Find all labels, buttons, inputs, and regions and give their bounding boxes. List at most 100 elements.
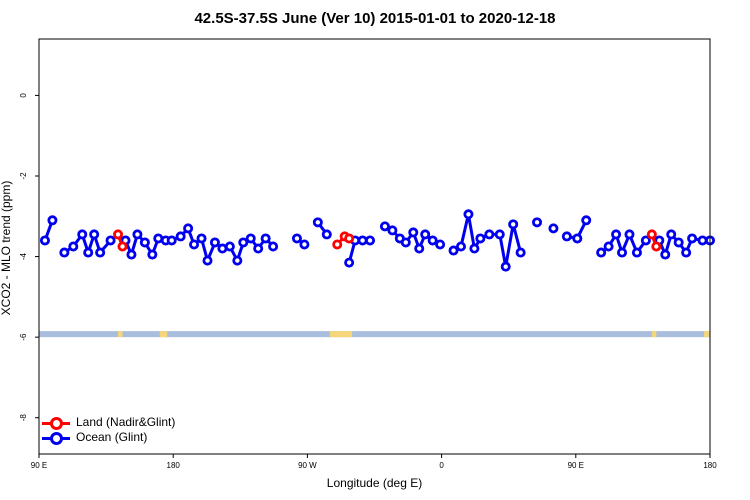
data-point <box>224 241 235 252</box>
series-land <box>113 229 662 252</box>
x-tick-label: 90 E <box>31 461 47 470</box>
data-point <box>408 227 419 238</box>
data-point <box>427 235 438 246</box>
data-point <box>508 219 519 230</box>
data-point <box>617 247 628 258</box>
data-point <box>260 233 271 244</box>
data-point <box>253 243 264 254</box>
surface-band-land-4 <box>704 331 710 338</box>
data-point <box>611 229 622 240</box>
data-point <box>624 229 635 240</box>
surface-band-land-3 <box>651 331 657 338</box>
data-point <box>414 243 425 254</box>
data-point <box>500 261 511 272</box>
data-point <box>494 229 505 240</box>
data-point <box>666 229 677 240</box>
data-point <box>202 255 213 266</box>
data-point <box>469 243 480 254</box>
data-point <box>673 237 684 248</box>
legend-item-land: Land (Nadir&Glint) <box>42 415 175 430</box>
data-point <box>463 209 474 220</box>
data-point <box>475 233 486 244</box>
plot-frame <box>38 38 711 455</box>
data-point <box>126 249 137 260</box>
legend-swatch-land <box>42 417 70 430</box>
data-point <box>532 217 543 228</box>
surface-band-land-0 <box>118 331 123 338</box>
data-point <box>59 247 70 258</box>
data-point <box>105 235 116 246</box>
surface-band-water <box>39 331 710 338</box>
data-point <box>646 229 657 240</box>
data-point <box>581 215 592 226</box>
data-point <box>455 241 466 252</box>
data-point <box>344 233 355 244</box>
x-tick-label: 180 <box>703 461 717 470</box>
series-layer <box>39 209 716 272</box>
data-point <box>147 249 158 260</box>
data-point <box>139 237 150 248</box>
y-tick-label: 0 <box>19 93 28 98</box>
data-point <box>299 239 310 250</box>
data-point <box>603 241 614 252</box>
data-point <box>83 247 94 258</box>
y-tick-label: -4 <box>19 252 28 260</box>
data-point <box>166 235 177 246</box>
surface-band <box>39 331 710 338</box>
data-point <box>484 229 495 240</box>
data-point <box>420 229 431 240</box>
x-tick-label: 90 E <box>568 461 584 470</box>
data-point <box>312 217 323 228</box>
data-point <box>68 241 79 252</box>
surface-band-land-2 <box>329 331 353 338</box>
data-point <box>196 233 207 244</box>
y-axis: 0 -2 -4 -6 -8 <box>19 93 39 422</box>
x-tick-label: 90 W <box>298 461 317 470</box>
data-point <box>687 233 698 244</box>
legend-swatch-ocean <box>42 432 70 445</box>
data-point <box>660 249 671 260</box>
data-point <box>435 239 446 250</box>
data-point <box>596 247 607 258</box>
data-point <box>448 245 459 256</box>
series-ocean <box>39 209 716 272</box>
x-axis-label: Longitude (deg E) <box>326 476 423 490</box>
data-point <box>651 241 662 252</box>
data-point <box>548 223 559 234</box>
y-tick-label: -6 <box>19 333 28 341</box>
data-point <box>175 231 186 242</box>
data-point <box>387 225 398 236</box>
data-point <box>332 239 343 250</box>
data-point <box>77 229 88 240</box>
surface-band-land-1 <box>159 331 168 338</box>
data-point <box>95 247 106 258</box>
data-point <box>183 223 194 234</box>
legend-label-land: Land (Nadir&Glint) <box>76 415 176 429</box>
y-tick-label: -8 <box>19 414 28 422</box>
data-point <box>640 235 651 246</box>
data-point <box>189 239 200 250</box>
y-tick-label: -2 <box>19 172 28 180</box>
data-point <box>400 237 411 248</box>
data-point <box>631 247 642 258</box>
legend: Land (Nadir&Glint) Ocean (Glint) <box>42 415 175 445</box>
x-axis: 90 E 180 90 W 0 90 E 180 <box>31 454 717 470</box>
data-point <box>365 235 376 246</box>
data-point <box>117 241 128 252</box>
data-point <box>321 229 332 240</box>
data-point <box>209 237 220 248</box>
data-point <box>572 233 583 244</box>
data-point <box>47 215 58 226</box>
legend-label-ocean: Ocean (Glint) <box>76 430 148 444</box>
data-point <box>515 247 526 258</box>
data-point <box>113 229 124 240</box>
data-point <box>379 221 390 232</box>
data-point <box>245 233 256 244</box>
data-point <box>132 229 143 240</box>
data-point <box>561 231 572 242</box>
data-point <box>268 241 279 252</box>
data-point <box>344 257 355 268</box>
x-tick-label: 0 <box>439 461 444 470</box>
data-point <box>39 235 50 246</box>
